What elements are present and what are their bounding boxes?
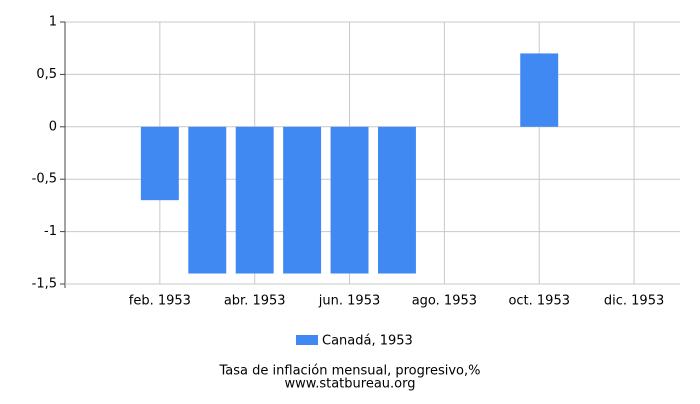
y-tick-label: -0,5 <box>32 172 57 187</box>
y-tick-label: 0,5 <box>36 67 57 82</box>
bar <box>377 126 416 274</box>
legend-swatch <box>296 335 318 345</box>
bar <box>330 126 369 274</box>
bar <box>235 126 274 274</box>
source: www.statbureau.org <box>285 377 416 392</box>
bar <box>283 126 322 274</box>
y-tick-label: 1 <box>49 15 57 30</box>
legend-label: Canadá, 1953 <box>322 334 413 349</box>
bar <box>140 126 179 201</box>
x-tick-label: oct. 1953 <box>508 294 570 309</box>
bar <box>520 53 559 127</box>
y-tick-label: 0 <box>49 119 57 134</box>
y-tick-label: -1,5 <box>32 277 57 292</box>
x-tick-label: feb. 1953 <box>129 294 191 309</box>
x-tick-label: abr. 1953 <box>224 294 286 309</box>
x-tick-label: jun. 1953 <box>318 294 380 309</box>
chart-title: Tasa de inflación mensual, progresivo,% <box>219 364 481 379</box>
x-tick-label: ago. 1953 <box>412 294 477 309</box>
bar <box>188 126 227 274</box>
y-tick-label: -1 <box>44 224 57 239</box>
x-tick-label: dic. 1953 <box>604 294 664 309</box>
